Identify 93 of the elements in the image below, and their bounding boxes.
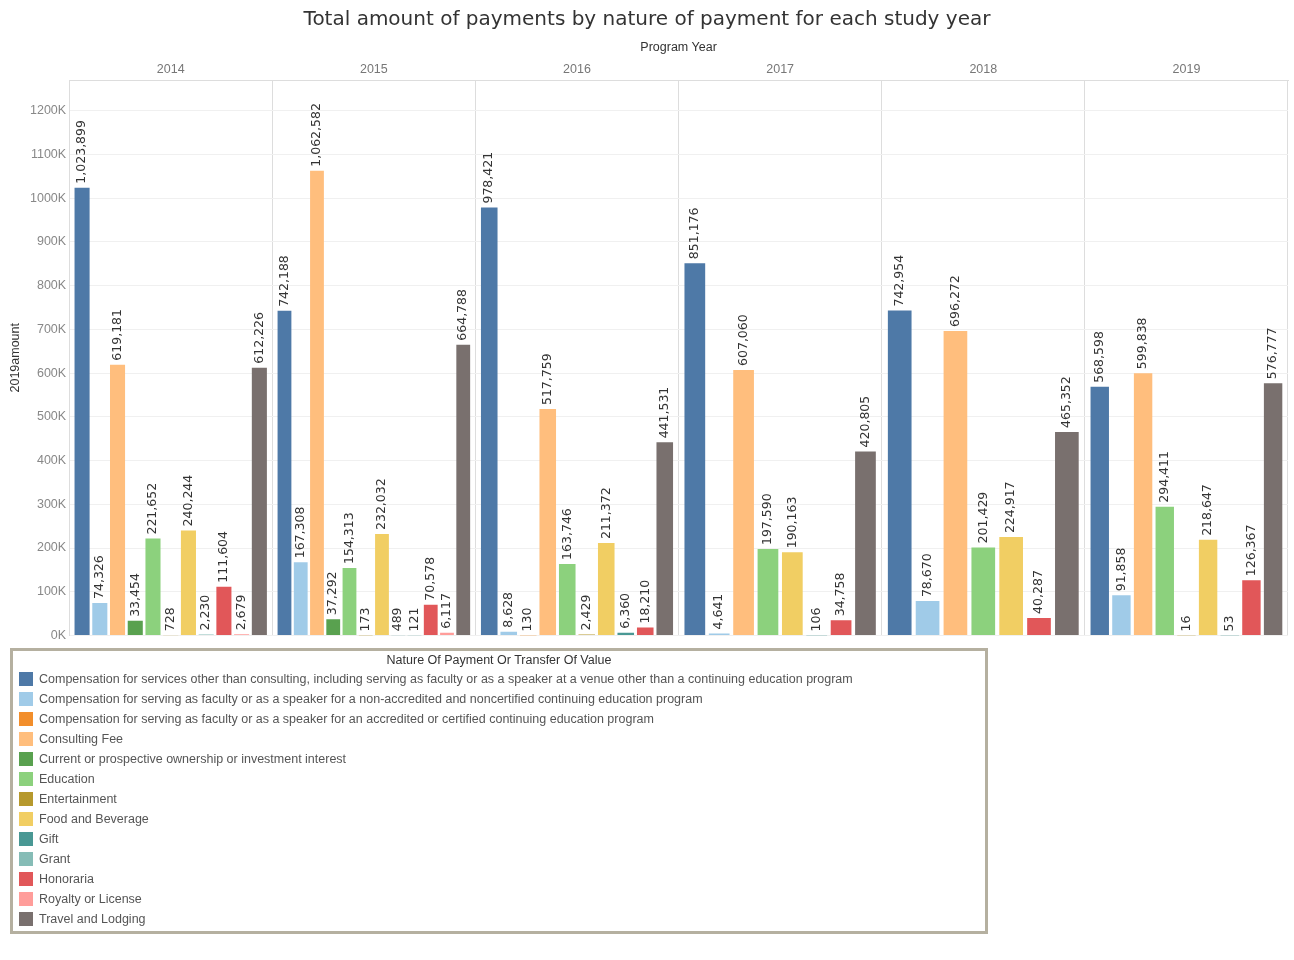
data-label: 121: [405, 607, 421, 632]
y-tick-label: 1000K: [29, 190, 67, 205]
data-label: 16: [1177, 615, 1193, 632]
data-label: 664,788: [454, 288, 470, 341]
data-label: 696,272: [946, 275, 962, 327]
data-label: 197,590: [759, 493, 775, 546]
data-label: 18,210: [636, 579, 652, 624]
data-label: 37,292: [324, 571, 340, 616]
y-tick-label: 700K: [36, 321, 67, 336]
legend-label: Travel and Lodging: [39, 912, 146, 926]
legend-label: Compensation for serving as faculty or as a speaker for a non-accredited and noncertified continuing education program: [39, 692, 703, 706]
data-label: 130: [519, 607, 535, 632]
legend-label: Royalty or License: [39, 892, 142, 906]
data-label: 201,429: [974, 491, 990, 544]
legend-label: Current or prospective ownership or investment interest: [39, 752, 347, 766]
legend-label: Compensation for services other than consulting, including serving as faculty or as a speaker at a venue other than a continuing education program: [39, 672, 853, 686]
data-label: 2,679: [232, 594, 248, 631]
data-label: 517,759: [539, 353, 554, 406]
data-label: 74,326: [91, 555, 107, 599]
legend-title: Nature Of Payment Or Transfer Of Value: [385, 653, 613, 667]
data-label: 218,647: [1199, 484, 1215, 536]
x-tick-label: 2015: [359, 61, 388, 76]
data-label: 612,226: [250, 311, 266, 364]
data-label: 568,598: [1091, 331, 1106, 383]
y-tick-label: 1100K: [30, 146, 67, 161]
data-label: 240,244: [179, 474, 195, 527]
data-label: 851,176: [686, 207, 702, 260]
data-label: 211,372: [597, 487, 613, 540]
x-tick-label: 2014: [156, 61, 185, 76]
legend-label: Consulting Fee: [39, 732, 124, 746]
data-label: 576,777: [1264, 327, 1280, 380]
data-label: 294,411: [1156, 451, 1172, 503]
data-label: 33,454: [126, 573, 142, 617]
data-label: 489: [389, 607, 405, 632]
data-label: 126,367: [1242, 524, 1258, 577]
y-tick-label: 0K: [50, 627, 67, 642]
data-label: 728: [161, 607, 177, 632]
y-tick-label: 1200K: [29, 103, 67, 118]
data-label: 173: [356, 607, 372, 632]
x-tick-label: 2016: [563, 61, 591, 76]
y-tick-label: 300K: [36, 496, 67, 511]
y-tick-label: 200K: [36, 540, 67, 555]
x-tick-label: 2018: [969, 61, 998, 76]
data-label: 78,670: [918, 553, 934, 598]
data-label: 232,032: [373, 478, 389, 531]
data-label: 619,181: [108, 308, 124, 361]
y-tick-label: 100K: [36, 584, 67, 599]
legend-label: Gift: [39, 832, 59, 846]
x-tick-label: 2019: [1172, 61, 1201, 76]
data-label: 978,421: [480, 151, 496, 204]
data-label: 106: [807, 607, 823, 632]
data-label: 1,023,899: [73, 119, 89, 184]
data-label: 1,062,582: [308, 103, 324, 167]
data-label: 2,230: [197, 594, 213, 631]
data-label: 4,641: [710, 593, 726, 630]
legend-label: Food and Beverage: [39, 812, 149, 826]
data-label: 53: [1221, 615, 1237, 632]
legend-label: Honoraria: [39, 872, 94, 886]
data-label: 40,287: [1030, 570, 1046, 614]
legend-label: Entertainment: [39, 792, 117, 806]
data-label: 154,313: [340, 512, 356, 564]
data-label: 2,429: [578, 594, 593, 631]
data-label: 167,308: [291, 506, 307, 559]
data-label: 6,360: [617, 592, 633, 629]
y-tick-label: 500K: [36, 409, 67, 424]
data-label: 742,188: [275, 255, 291, 307]
y-tick-label: 900K: [36, 234, 67, 249]
data-label: 221,652: [144, 482, 160, 535]
data-label: 34,758: [832, 572, 848, 617]
x-tick-label: 2017: [766, 61, 795, 76]
data-label: 91,858: [1112, 547, 1128, 592]
data-label: 420,805: [856, 395, 872, 448]
data-label: 224,917: [1002, 481, 1018, 534]
y-tick-label: 400K: [36, 452, 67, 467]
data-label: 111,604: [215, 530, 231, 583]
data-label: 6,117: [438, 593, 454, 629]
data-label: 8,628: [500, 591, 515, 628]
legend-label: Compensation for serving as faculty or as a speaker for an accredited or certified continuing education program: [39, 712, 654, 726]
data-label: 163,746: [558, 508, 574, 560]
legend-label: Education: [39, 772, 95, 786]
data-label: 190,163: [783, 496, 799, 549]
data-label: 465,352: [1058, 376, 1074, 428]
data-label: 607,060: [734, 314, 750, 366]
data-label: 742,954: [890, 254, 906, 307]
data-label: 441,531: [656, 386, 672, 439]
y-axis-title: 2019amount: [7, 322, 22, 393]
data-label: 599,838: [1134, 317, 1150, 370]
legend-label: Grant: [39, 852, 71, 866]
x-axis-title: Program Year: [640, 39, 717, 54]
chart-title: Total amount of payments by nature of payment for each study year: [302, 5, 992, 32]
y-tick-label: 800K: [36, 278, 67, 293]
y-tick-label: 600K: [36, 365, 67, 380]
data-label: 70,578: [421, 556, 437, 601]
